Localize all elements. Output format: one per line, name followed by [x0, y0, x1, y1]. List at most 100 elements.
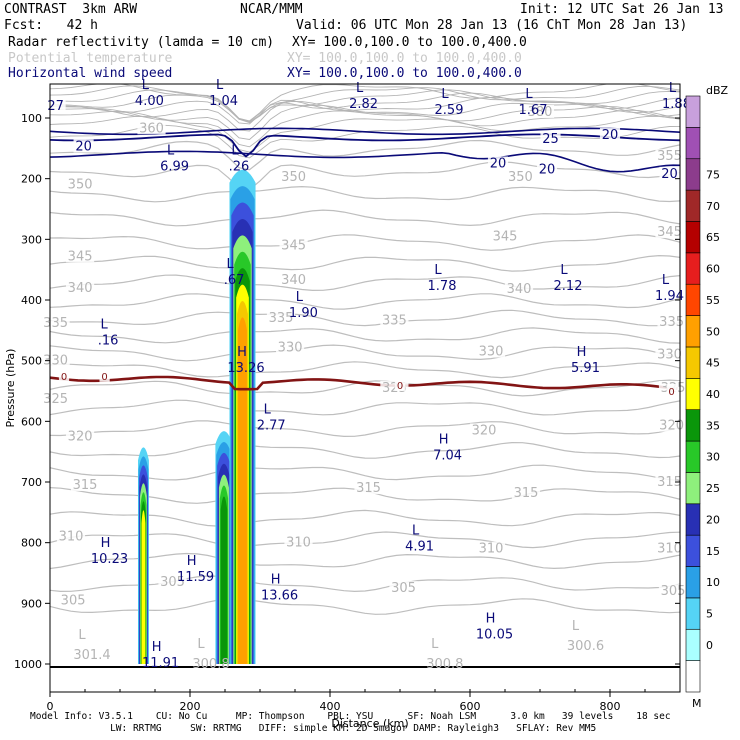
- colorbar-label: 0: [706, 639, 713, 652]
- theta-label-halo: [137, 121, 166, 135]
- extremum-value: 1.04: [209, 94, 238, 109]
- colorbar-label: 35: [706, 419, 720, 432]
- theta-label: 340: [68, 281, 93, 296]
- surface-label: 300.8: [192, 657, 229, 672]
- theta-label-halo: [657, 314, 686, 328]
- colorbar-label: 65: [706, 231, 720, 244]
- surface-marker: L: [197, 637, 205, 652]
- colorbar-label: 75: [706, 168, 720, 181]
- valid-time: Valid: 06 UTC Mon 28 Jan 13 (16 ChT Mon …: [296, 18, 688, 33]
- theta-label: 335: [382, 314, 407, 329]
- theta-label: 350: [68, 178, 93, 193]
- wind-label-halo: [599, 127, 621, 141]
- theta-label-halo: [469, 423, 499, 437]
- freezing-label: 0: [668, 387, 674, 398]
- theta-label-halo: [41, 316, 70, 330]
- y-tick-label: 600: [21, 415, 42, 428]
- colorbar-swatch: [685, 95, 701, 128]
- theta-label-halo: [504, 282, 534, 296]
- theta-label-halo: [66, 429, 95, 443]
- extremum-value: 1.90: [289, 306, 318, 321]
- colorbar-label: 60: [706, 263, 720, 276]
- model-info-line2: LW: RRTMG SW: RRTMG DIFF: simple KM: 2D …: [30, 723, 597, 734]
- theta-label-halo: [279, 169, 308, 183]
- theta-label-halo: [41, 391, 70, 405]
- extremum-value: 4.00: [135, 94, 164, 109]
- wind-contour-line: [50, 150, 680, 173]
- extremum-letter: L: [669, 81, 677, 96]
- freezing-label: 0: [397, 381, 403, 392]
- extremum-value: 1.88: [662, 97, 691, 112]
- theta-label: 355: [657, 149, 682, 164]
- wind-label: 20: [539, 163, 556, 178]
- freezing-label-halo: [58, 368, 70, 382]
- theta-label: 310: [657, 542, 682, 557]
- theta-label: 305: [160, 575, 185, 590]
- extremum-letter: L: [441, 87, 449, 102]
- extremum-letter: H: [237, 345, 247, 360]
- y-tick-label: 300: [21, 233, 42, 246]
- extremum-value: 2.77: [257, 418, 286, 433]
- init-time: Init: 12 UTC Sat 26 Jan 13: [520, 2, 724, 17]
- theta-label: 335: [269, 311, 294, 326]
- wind-label: 20: [661, 167, 678, 182]
- wind-label-halo: [487, 156, 509, 170]
- theta-label: 345: [281, 238, 306, 253]
- wind-label: 20: [490, 157, 507, 172]
- extremum-value: 11.91: [142, 656, 179, 671]
- wind-label: 20: [602, 128, 619, 143]
- theta-contour-line: [50, 161, 680, 191]
- theta-label: 330: [479, 345, 504, 360]
- extremum-letter: L: [167, 143, 175, 158]
- theta-label: 330: [657, 348, 682, 363]
- extremum-value: 10.23: [91, 552, 128, 567]
- theta-contour-line: [50, 309, 680, 327]
- theta-label: 315: [73, 478, 98, 493]
- y-tick-label: 1000: [14, 658, 42, 671]
- field-wind-xy: XY= 100.0,100.0 to 100.0,400.0: [287, 66, 522, 81]
- corner-marker: M: [692, 697, 702, 710]
- extremum-value: .16: [98, 333, 119, 348]
- colorbar-unit: dBZ: [706, 84, 729, 97]
- theta-contour-line: [50, 185, 680, 203]
- theta-label: 345: [493, 229, 518, 244]
- field-radar-label: Radar reflectivity (lamda = 10 cm): [8, 35, 275, 50]
- theta-label: 320: [659, 419, 684, 434]
- theta-contour-line: [50, 85, 680, 124]
- wind-label: 20: [75, 140, 92, 155]
- model-info-line1: Model Info: V3.5.1 CU: No Cu MP: Thompso…: [30, 711, 671, 722]
- x-axis-label: Distance (km): [331, 717, 408, 730]
- colorbar-label: 10: [706, 576, 720, 589]
- extremum-value: 13.66: [261, 588, 298, 603]
- colorbar-label: 50: [706, 325, 720, 338]
- surface-label: 300.8: [426, 657, 463, 672]
- theta-label: 305: [661, 584, 686, 599]
- theta-label-halo: [41, 353, 70, 367]
- theta-label-halo: [158, 575, 187, 589]
- wind-label-halo: [540, 132, 561, 146]
- extremum-value: 13.26: [227, 361, 264, 376]
- theta-contour-line: [50, 89, 680, 123]
- theta-label: 345: [657, 225, 682, 240]
- theta-label: 315: [514, 486, 539, 501]
- wind-label: 27: [47, 99, 64, 114]
- extremum-letter: H: [486, 612, 496, 627]
- colorbar-label: 55: [706, 294, 720, 307]
- theta-label: 330: [278, 340, 303, 355]
- x-tick-label: 600: [460, 700, 481, 713]
- colorbar-swatch: [685, 628, 701, 661]
- theta-contour-line: [50, 531, 680, 549]
- y-tick-label: 900: [21, 597, 42, 610]
- extremum-letter: L: [296, 290, 304, 305]
- model-name: CONTRAST 3km ARW: [4, 2, 138, 17]
- wind-label-halo: [73, 139, 94, 153]
- x-axis: 0 200 400 600 800: [47, 689, 681, 713]
- colorbar-swatch: [685, 283, 701, 316]
- extremum-letter: L: [560, 263, 568, 278]
- freezing-label: 0: [61, 372, 67, 383]
- theta-contour-line: [50, 509, 680, 527]
- extremum-letter: L: [434, 263, 442, 278]
- colorbar-swatch: [685, 127, 701, 160]
- reflectivity-cells: [137, 169, 256, 665]
- theta-label-halo: [279, 272, 308, 286]
